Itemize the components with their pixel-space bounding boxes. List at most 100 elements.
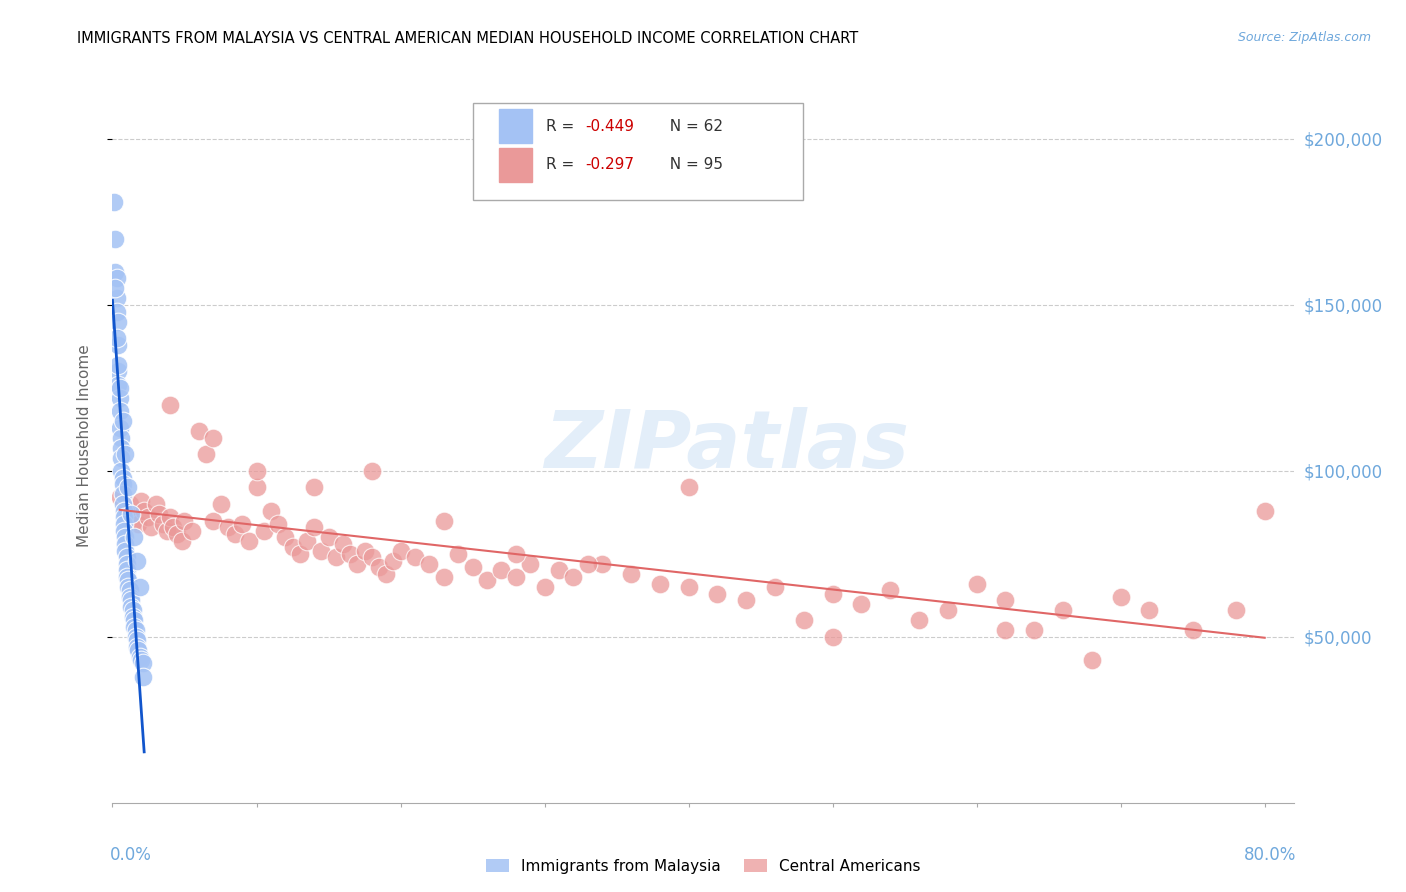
Point <box>110 431 132 445</box>
Point <box>433 570 456 584</box>
Point <box>302 520 325 534</box>
Point <box>851 597 873 611</box>
Point <box>170 533 193 548</box>
Point <box>115 507 138 521</box>
Point <box>994 624 1017 638</box>
Point <box>111 487 134 501</box>
Point <box>111 497 134 511</box>
Point <box>821 630 844 644</box>
Point <box>1225 603 1247 617</box>
Text: R =: R = <box>546 119 579 134</box>
Point <box>138 510 160 524</box>
Point <box>105 291 128 305</box>
Point <box>105 331 128 345</box>
Point <box>115 550 138 565</box>
Point <box>129 653 152 667</box>
Point <box>156 524 179 538</box>
Point <box>433 514 456 528</box>
Text: -0.449: -0.449 <box>585 119 634 134</box>
Text: -0.297: -0.297 <box>585 157 634 172</box>
Point <box>245 481 267 495</box>
Point <box>110 450 132 465</box>
Text: N = 95: N = 95 <box>661 157 724 172</box>
Point <box>224 527 246 541</box>
Point <box>162 520 184 534</box>
Text: R =: R = <box>546 157 579 172</box>
Point <box>107 358 129 372</box>
Point <box>295 533 318 548</box>
Text: ZIPatlas: ZIPatlas <box>544 407 910 485</box>
Point <box>125 553 148 567</box>
Point <box>132 670 155 684</box>
Text: N = 62: N = 62 <box>661 119 724 134</box>
Point <box>152 516 174 531</box>
Point <box>318 530 340 544</box>
Point <box>217 520 239 534</box>
Point <box>404 550 426 565</box>
Text: 0.0%: 0.0% <box>110 846 152 863</box>
Point <box>127 516 149 531</box>
Point <box>104 281 127 295</box>
Bar <box>499 109 531 144</box>
Point <box>108 391 131 405</box>
Point <box>132 657 155 671</box>
Point <box>120 593 142 607</box>
Point <box>112 504 135 518</box>
Point <box>461 560 484 574</box>
Point <box>533 580 555 594</box>
Point <box>108 404 131 418</box>
Point <box>115 557 138 571</box>
Point <box>311 543 333 558</box>
Point <box>821 587 844 601</box>
Point <box>104 231 127 245</box>
Point <box>107 314 129 328</box>
Point <box>375 566 398 581</box>
Point <box>122 530 145 544</box>
Point <box>475 574 498 588</box>
Point <box>936 603 959 617</box>
Point <box>879 583 901 598</box>
Point <box>360 464 382 478</box>
Point <box>105 271 128 285</box>
Legend: Immigrants from Malaysia, Central Americans: Immigrants from Malaysia, Central Americ… <box>479 853 927 880</box>
Point <box>141 520 163 534</box>
Point <box>115 570 138 584</box>
Point <box>112 510 135 524</box>
Point <box>548 564 571 578</box>
Point <box>111 414 134 428</box>
Point <box>125 640 148 654</box>
Point <box>648 576 671 591</box>
Point <box>134 504 156 518</box>
Text: IMMIGRANTS FROM MALAYSIA VS CENTRAL AMERICAN MEDIAN HOUSEHOLD INCOME CORRELATION: IMMIGRANTS FROM MALAYSIA VS CENTRAL AMER… <box>77 31 859 46</box>
Point <box>325 550 347 565</box>
Point <box>389 543 412 558</box>
Point <box>103 195 125 210</box>
Text: Source: ZipAtlas.com: Source: ZipAtlas.com <box>1237 31 1371 45</box>
Point <box>118 497 141 511</box>
Point <box>1109 590 1132 604</box>
Point <box>108 381 131 395</box>
Point <box>353 543 375 558</box>
Point <box>267 516 290 531</box>
Point <box>122 620 145 634</box>
Point <box>519 557 541 571</box>
Point <box>107 338 129 352</box>
Point <box>108 421 131 435</box>
Point <box>447 547 470 561</box>
Point <box>491 564 513 578</box>
Y-axis label: Median Household Income: Median Household Income <box>77 344 91 548</box>
Point <box>678 481 700 495</box>
Point <box>576 557 599 571</box>
Point <box>129 493 152 508</box>
Point <box>735 593 758 607</box>
Point <box>505 570 527 584</box>
Point <box>112 504 135 518</box>
Point <box>114 537 136 551</box>
Point <box>128 649 150 664</box>
Point <box>1139 603 1161 617</box>
Point <box>114 543 136 558</box>
Point <box>107 377 129 392</box>
Point <box>166 527 188 541</box>
Point <box>114 447 136 461</box>
Point <box>368 560 391 574</box>
